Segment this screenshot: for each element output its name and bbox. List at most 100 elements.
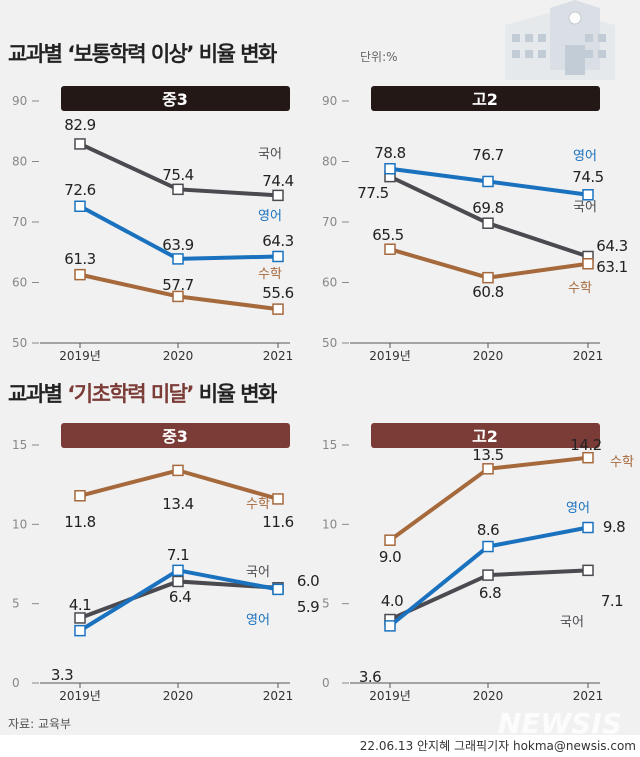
data-point	[272, 493, 284, 505]
x-tick-label: 2020	[473, 349, 504, 363]
data-label: 7.1	[167, 546, 189, 564]
x-tick-label: 2021	[263, 689, 294, 703]
data-point	[582, 451, 594, 464]
data-label: 75.4	[162, 166, 193, 184]
y-tick-label: 15	[12, 438, 27, 452]
data-point	[482, 463, 494, 475]
data-point	[172, 183, 184, 196]
y-tick-label: 5	[322, 597, 330, 611]
series-name-label: 수학	[258, 267, 282, 282]
top-title: 교과별 ‘보통학력 이상’ 비율 변화	[8, 42, 278, 66]
data-point	[384, 163, 396, 175]
data-label: 13.5	[472, 446, 503, 464]
series-name-label: 수학	[246, 497, 270, 512]
source-label: 자료: 교육부	[8, 717, 71, 731]
x-tick-label: 2021	[573, 689, 604, 703]
data-point	[74, 268, 86, 281]
data-label: 6.0	[297, 572, 319, 590]
y-tick-label: 0	[12, 676, 20, 690]
chart-title: 고2	[472, 90, 498, 109]
x-tick-label: 2020	[473, 689, 504, 703]
y-tick-label: 80	[322, 155, 337, 169]
data-label: 72.6	[64, 181, 95, 199]
bottom-title: 교과별 ‘기초학력 미달’ 비율 변화	[8, 382, 278, 406]
data-label: 65.5	[372, 226, 403, 244]
y-tick-label: 5	[12, 597, 20, 611]
y-tick-label: 50	[12, 336, 27, 350]
data-label: 8.6	[477, 521, 499, 539]
footer	[0, 735, 640, 757]
data-label: 3.6	[359, 668, 381, 686]
data-label: 9.0	[379, 548, 401, 566]
data-point	[582, 521, 594, 534]
data-label: 60.8	[472, 283, 503, 301]
data-label: 4.1	[69, 596, 91, 614]
data-point	[272, 250, 284, 263]
data-point	[74, 624, 86, 637]
y-tick-label: 60	[322, 276, 337, 290]
data-point	[74, 490, 86, 502]
chart-header-bar	[61, 86, 290, 111]
data-point	[384, 243, 396, 255]
y-tick-label: 90	[322, 94, 337, 108]
series-영어: 78.8 76.7 74.5 영어	[374, 144, 604, 201]
data-label: 11.8	[64, 513, 95, 531]
data-label: 13.4	[162, 495, 193, 513]
data-label: 6.4	[169, 588, 191, 606]
y-tick-label: 90	[12, 94, 27, 108]
data-point	[482, 540, 494, 553]
chart-3: 중3 0 5 10 15 2019년 2020 2021 4.1 6.4 6.0 국어 3.3 7.1 5.…	[12, 423, 320, 703]
chart-header-bar	[371, 423, 600, 448]
data-label: 64.3	[596, 237, 627, 255]
unit-label: 단위:%	[360, 50, 398, 64]
y-tick-label: 60	[12, 276, 27, 290]
data-label: 76.7	[472, 146, 503, 164]
credit-label: 22.06.13 안지혜 그래픽기자 hokma@newsis.com	[360, 739, 636, 753]
series-수학: 11.8 13.4 11.6수학	[64, 464, 294, 531]
chart-title: 중3	[162, 427, 188, 446]
data-label: 74.4	[262, 172, 293, 190]
data-label: 61.3	[64, 250, 95, 268]
data-point	[582, 189, 594, 201]
data-point	[272, 303, 284, 315]
data-point	[74, 200, 86, 213]
data-point	[172, 564, 184, 577]
data-label: 5.9	[297, 598, 319, 616]
data-label: 82.9	[64, 116, 95, 134]
data-point	[582, 257, 594, 270]
x-tick-label: 2021	[263, 349, 294, 363]
data-label: 77.5	[357, 184, 388, 202]
x-tick-label: 2019년	[369, 349, 411, 363]
y-tick-label: 10	[12, 517, 27, 531]
series-영어: 3.6 8.6 9.8 영어	[359, 501, 626, 686]
series-name-label: 수학	[568, 281, 592, 296]
data-label: 74.5	[572, 168, 603, 186]
data-label: 7.1	[601, 592, 623, 610]
series-국어: 82.9 75.4 74.4 국어	[64, 116, 294, 202]
data-point	[272, 583, 284, 596]
data-label: 9.8	[603, 518, 625, 536]
data-label: 11.6	[262, 513, 293, 531]
data-label: 4.0	[381, 592, 403, 610]
data-label: 63.1	[596, 258, 627, 276]
data-label: 63.9	[162, 236, 193, 254]
data-label: 57.7	[162, 276, 193, 294]
y-tick-label: 70	[322, 215, 337, 229]
y-tick-label: 50	[322, 336, 337, 350]
series-name-label: 국어	[560, 615, 584, 630]
series-영어: 72.6 63.9 64.3 영어	[64, 181, 294, 265]
series-name-label: 국어	[246, 565, 270, 580]
x-tick-label: 2019년	[59, 349, 101, 363]
data-point	[272, 189, 284, 202]
x-tick-label: 2021	[573, 349, 604, 363]
data-point	[384, 620, 396, 632]
data-point	[482, 271, 494, 284]
series-name-label: 영어	[573, 149, 597, 164]
series-name-label: 영어	[258, 209, 282, 224]
data-label: 69.8	[472, 199, 503, 217]
data-point	[582, 564, 594, 577]
